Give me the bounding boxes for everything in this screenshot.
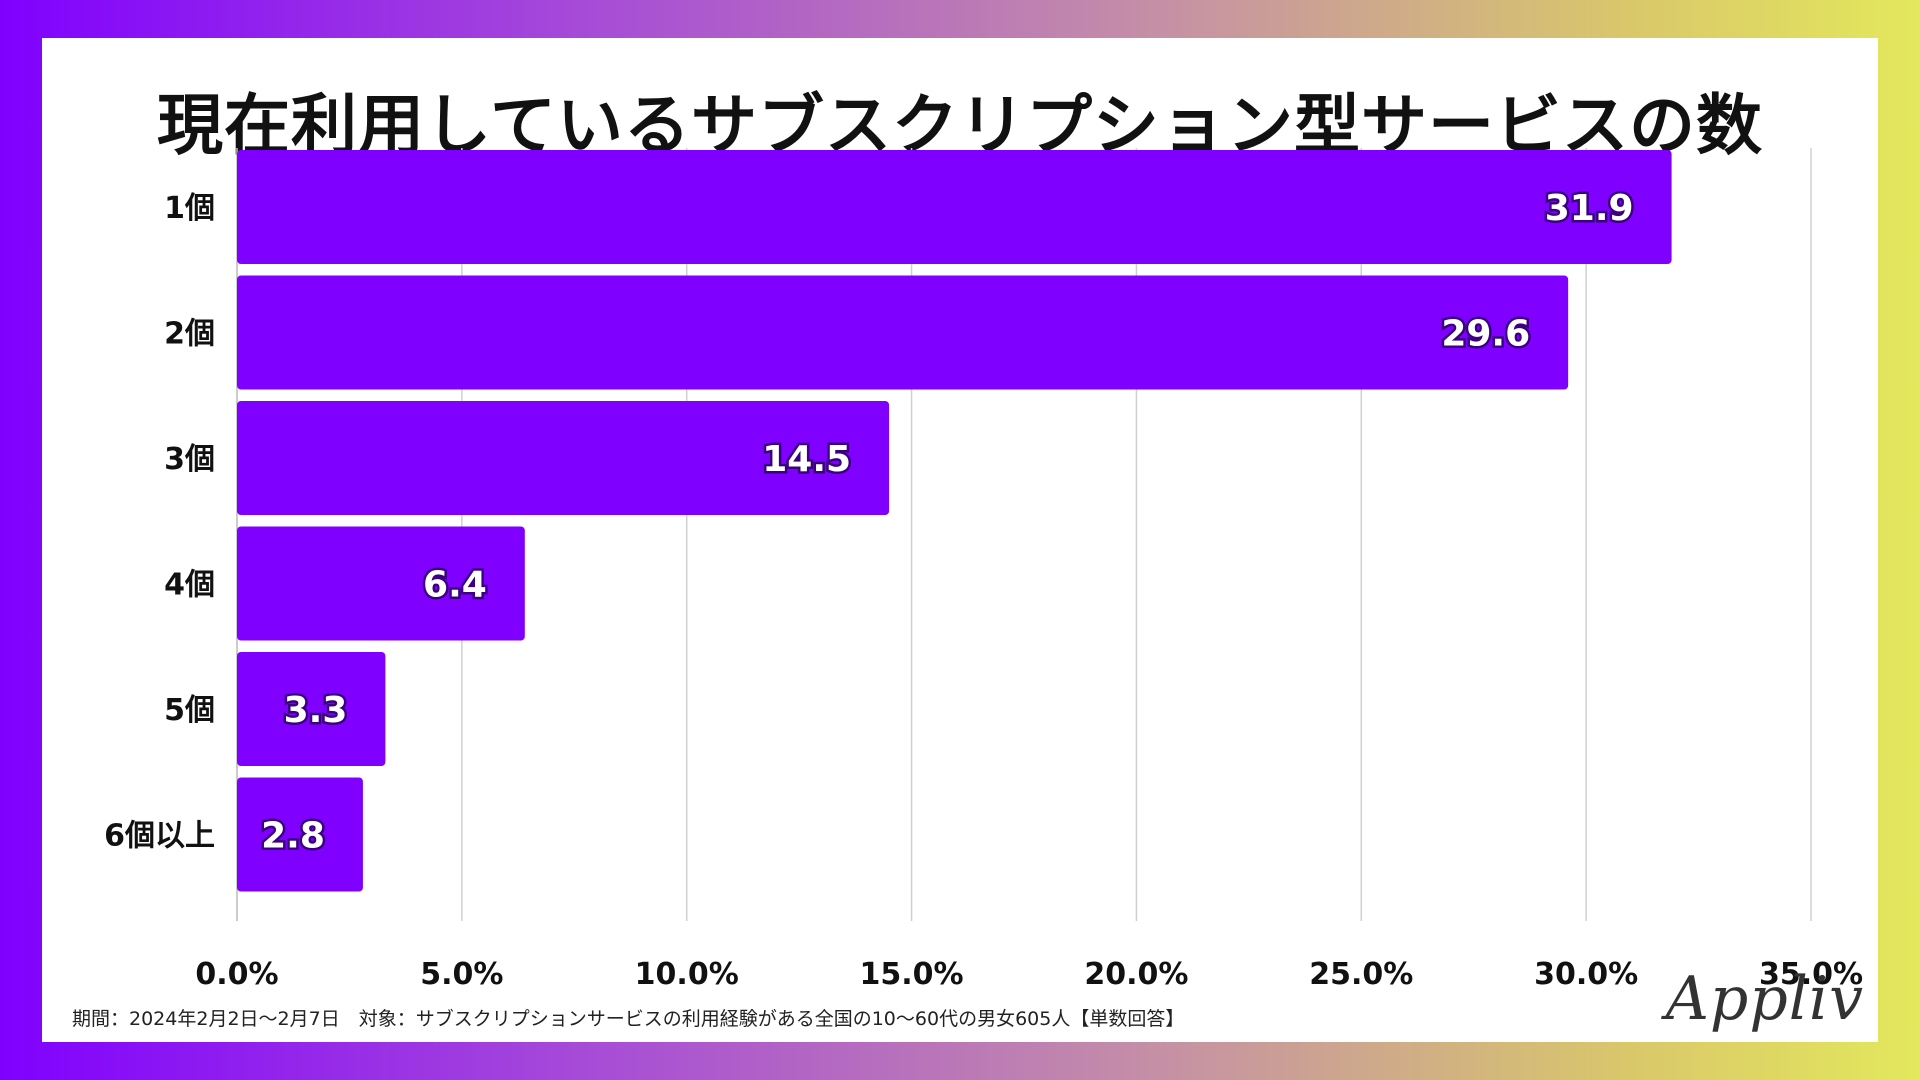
x-tick-label: 10.0% [635, 957, 739, 992]
applliv-logo: Appliv [1665, 964, 1864, 1034]
data-label: 29.6 [1441, 314, 1530, 355]
category-label: 2個 [164, 317, 215, 352]
footnote: 期間：2024年2月2日〜2月7日 対象：サブスクリプションサービスの利用経験が… [72, 1008, 1185, 1030]
category-label: 6個以上 [104, 819, 215, 854]
x-tick-label: 35.0% [1759, 957, 1863, 992]
x-tick-label: 25.0% [1309, 957, 1413, 992]
category-label: 5個 [164, 693, 215, 728]
data-label: 6.4 [423, 565, 487, 606]
chart-card: 現在利用しているサブスクリプション型サービスの数 0.0% 5.0% 10.0% 15… [42, 38, 1878, 1042]
data-label: 3.3 [284, 690, 348, 731]
x-tick-label: 15.0% [860, 957, 964, 992]
bar [237, 652, 386, 766]
x-tick-label: 5.0% [420, 957, 503, 992]
x-tick-label: 30.0% [1534, 957, 1638, 992]
data-label: 31.9 [1545, 188, 1634, 229]
bar-chart: 0.0% 5.0% 10.0% 15.0% 20.0% 25.0% 30.0% 35.0% 31… [104, 148, 1863, 992]
bar [237, 526, 525, 641]
data-label: 2.8 [261, 816, 325, 857]
bar [237, 150, 1672, 264]
x-tick-label: 20.0% [1084, 957, 1188, 992]
x-tick-label: 0.0% [195, 957, 278, 992]
bar [237, 777, 363, 892]
category-label: 3個 [164, 442, 215, 477]
data-label: 14.5 [762, 439, 851, 480]
category-label: 1個 [164, 191, 215, 226]
category-label: 4個 [164, 568, 215, 603]
bar [237, 401, 890, 515]
bar [237, 275, 1569, 390]
